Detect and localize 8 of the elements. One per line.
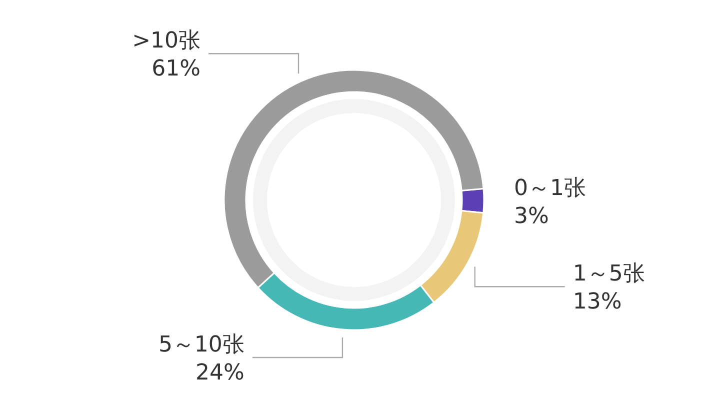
data-label: 13%: [572, 290, 622, 315]
data-label: 24%: [196, 360, 244, 386]
slice-label: 5～10张: [158, 332, 244, 358]
data-label: 61%: [152, 56, 201, 82]
slice-label: >10张: [132, 28, 201, 54]
slice-label: 0～1张: [514, 176, 586, 201]
data-label: 3%: [514, 204, 549, 229]
slice-label: 1～5张: [572, 262, 645, 287]
